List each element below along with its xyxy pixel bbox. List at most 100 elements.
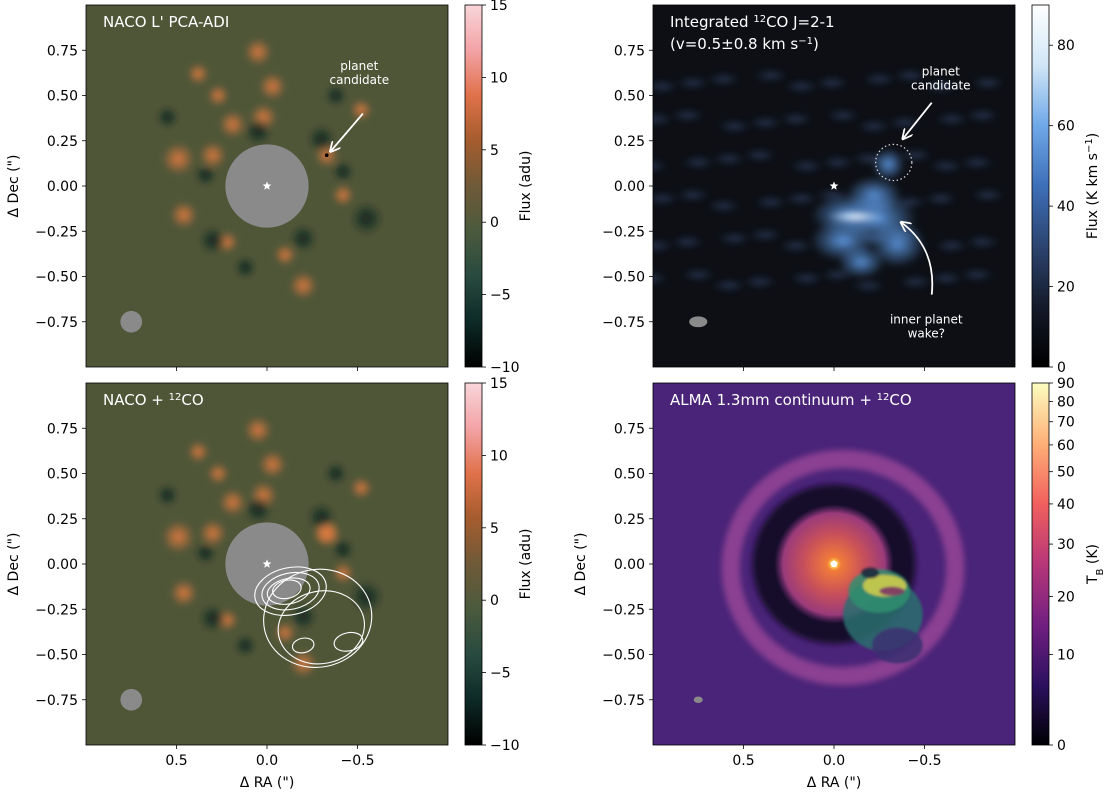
colorbar: 90 80 70 60 50 40 30 20 10 0 TB (K) bbox=[1031, 376, 1106, 754]
beam-marker bbox=[693, 696, 703, 704]
y-tick-label: 0.00 bbox=[47, 557, 78, 573]
colorbar-gradient bbox=[464, 382, 483, 746]
contour-line bbox=[277, 590, 366, 665]
star-marker bbox=[829, 181, 839, 190]
y-tick-label: 0.50 bbox=[614, 467, 645, 483]
colorbar-gradient bbox=[1031, 4, 1050, 368]
y-tick-label: 0.25 bbox=[614, 512, 645, 528]
y-tick-label: 0.25 bbox=[47, 134, 78, 150]
y-tick-label: −0.50 bbox=[602, 648, 645, 664]
x-axis-label: Δ RA (") bbox=[807, 775, 862, 791]
image-area: planet candidate inner planet wake? bbox=[653, 5, 1015, 367]
panel-3: NACO + 12CO0.750.500.250.00−0.25−0.50−0.… bbox=[6, 376, 534, 791]
beam-marker bbox=[689, 316, 708, 328]
y-tick-label: −0.25 bbox=[35, 602, 78, 618]
image-area bbox=[653, 383, 1015, 745]
colorbar-tick-label: 0 bbox=[490, 593, 499, 609]
y-tick-label: −0.25 bbox=[602, 602, 645, 618]
y-tick-label: 0.75 bbox=[47, 421, 78, 437]
colorbar-tick-label: 40 bbox=[1057, 199, 1075, 215]
colorbar-tick-label: 80 bbox=[1057, 38, 1075, 54]
panel-title: Integrated 12CO J=2-1 bbox=[670, 13, 835, 31]
colorbar-tick-label: 20 bbox=[1057, 590, 1075, 606]
y-tick-label: 0.00 bbox=[614, 179, 645, 195]
colorbar-gradient bbox=[464, 4, 483, 368]
colorbar-gradient bbox=[1031, 382, 1050, 746]
colorbar-tick-label: 40 bbox=[1057, 497, 1075, 513]
y-tick-label: −0.50 bbox=[35, 270, 78, 286]
y-tick-label: −0.75 bbox=[35, 315, 78, 331]
x-tick-label: 0.5 bbox=[732, 753, 754, 769]
y-tick-label: −0.75 bbox=[602, 693, 645, 709]
colorbar-tick-label: 70 bbox=[1057, 415, 1075, 431]
colorbar-label: Flux (adu) bbox=[518, 151, 534, 222]
x-tick-label: 0.0 bbox=[256, 753, 278, 769]
colorbar-label: Flux (K km s−1) bbox=[1084, 133, 1102, 239]
planet-candidate-label: planet candidate bbox=[911, 65, 971, 93]
colorbar: 15 10 5 0 −5 −10 Flux (adu) bbox=[464, 0, 534, 376]
colorbar-tick-label: 15 bbox=[490, 376, 508, 392]
x-axis-label: Δ RA (") bbox=[240, 775, 295, 791]
co-contours bbox=[254, 566, 373, 668]
colorbar-tick-label: 10 bbox=[490, 448, 508, 464]
panel-2: planet candidate inner planet wake? Integrat… bbox=[602, 4, 1102, 376]
colorbar-tick-label: 30 bbox=[1057, 537, 1075, 553]
y-tick-label: −0.50 bbox=[602, 270, 645, 286]
colorbar-tick-label: 5 bbox=[490, 143, 499, 159]
planet-candidate-arrow bbox=[330, 113, 364, 152]
planet-candidate-blob bbox=[313, 519, 341, 547]
wake-label: inner planet wake? bbox=[890, 313, 963, 341]
y-tick-label: −0.75 bbox=[35, 693, 78, 709]
colorbar-tick-label: −10 bbox=[490, 738, 520, 754]
panel-subtitle: (v=0.5±0.8 km s−1) bbox=[670, 35, 819, 53]
colorbar-tick-label: 60 bbox=[1057, 119, 1075, 135]
colorbar-tick-label: 0 bbox=[1057, 360, 1066, 376]
colorbar-tick-label: 20 bbox=[1057, 280, 1075, 296]
beam-marker bbox=[120, 688, 143, 711]
image-area bbox=[86, 383, 448, 745]
colorbar-tick-label: 60 bbox=[1057, 438, 1075, 454]
y-tick-label: 0.00 bbox=[47, 179, 78, 195]
y-tick-label: 0.00 bbox=[614, 557, 645, 573]
colorbar-tick-label: −5 bbox=[490, 288, 511, 304]
star-marker bbox=[262, 181, 272, 190]
x-tick-label: 0.0 bbox=[823, 753, 845, 769]
y-tick-label: 0.50 bbox=[47, 89, 78, 105]
colorbar-tick-label: 0 bbox=[490, 215, 499, 231]
colorbar-tick-label: 15 bbox=[490, 0, 508, 14]
y-axis-label: Δ Dec (") bbox=[6, 533, 22, 596]
colorbar-label: TB (K) bbox=[1085, 544, 1106, 585]
panel-1: planet candidate NACO L' PCA-ADI 0.75 0.50 0.… bbox=[6, 0, 534, 376]
y-tick-label: 0.75 bbox=[614, 43, 645, 59]
star-marker bbox=[829, 559, 839, 568]
panel-4: ALMA 1.3mm continuum + 12CO0.750.500.250… bbox=[573, 376, 1106, 791]
planet-candidate-marker bbox=[324, 153, 329, 158]
y-tick-label: 0.75 bbox=[47, 43, 78, 59]
wake-arrow bbox=[901, 222, 934, 295]
panel-title: NACO + 12CO bbox=[103, 391, 204, 409]
speckle-texture bbox=[156, 416, 383, 678]
contour-line bbox=[261, 571, 320, 611]
x-tick-label: 0.5 bbox=[165, 753, 187, 769]
colorbar-tick-label: 90 bbox=[1057, 376, 1075, 392]
contour-line bbox=[333, 631, 364, 652]
planet-candidate-circle bbox=[875, 143, 913, 182]
contour-line bbox=[291, 637, 315, 654]
colorbar-tick-label: −10 bbox=[490, 360, 520, 376]
panel-title: NACO L' PCA-ADI bbox=[103, 13, 229, 31]
colorbar: 15 10 5 0 −5 −10 Flux (adu) bbox=[464, 376, 534, 754]
colorbar-tick-label: 0 bbox=[1057, 738, 1066, 754]
colorbar-tick-label: 10 bbox=[1057, 648, 1075, 664]
colorbar-label: Flux (adu) bbox=[518, 529, 534, 600]
y-tick-label: 0.25 bbox=[614, 134, 645, 150]
y-tick-label: −0.25 bbox=[602, 224, 645, 240]
y-axis-label: Δ Dec (") bbox=[6, 155, 22, 218]
y-tick-label: 0.50 bbox=[47, 467, 78, 483]
y-tick-label: 0.25 bbox=[47, 512, 78, 528]
colorbar-tick-label: 5 bbox=[490, 521, 499, 537]
y-tick-label: −0.50 bbox=[35, 648, 78, 664]
colorbar: 80 60 40 20 0 Flux (K km s−1) bbox=[1031, 4, 1102, 376]
x-tick-label: −0.5 bbox=[341, 753, 375, 769]
panel-title: ALMA 1.3mm continuum + 12CO bbox=[670, 391, 912, 409]
